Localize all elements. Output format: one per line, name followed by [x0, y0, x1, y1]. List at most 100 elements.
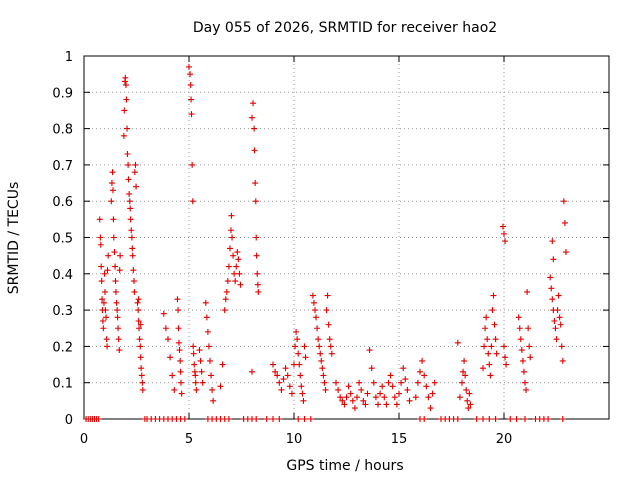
data-point	[372, 394, 379, 401]
data-point	[393, 401, 400, 408]
data-point	[548, 285, 555, 292]
data-point	[115, 325, 122, 332]
data-point	[483, 314, 490, 321]
data-point	[160, 310, 167, 317]
data-point	[135, 317, 142, 324]
data-point	[307, 416, 314, 422]
data-point	[404, 386, 411, 393]
data-point	[360, 397, 367, 404]
data-point	[400, 365, 407, 372]
data-point	[301, 416, 308, 422]
data-point	[175, 339, 182, 346]
data-point	[131, 169, 138, 176]
data-point	[396, 390, 402, 397]
data-point	[177, 357, 184, 364]
data-point	[112, 263, 119, 270]
data-point	[251, 147, 258, 154]
data-point	[459, 379, 465, 386]
data-point	[297, 372, 304, 379]
data-point	[231, 270, 238, 277]
data-point	[109, 169, 116, 176]
data-point	[253, 416, 260, 422]
x-tick-label: 0	[80, 432, 88, 447]
data-point	[456, 394, 463, 401]
data-point	[139, 379, 146, 386]
data-point	[481, 343, 488, 350]
data-point	[137, 343, 144, 350]
data-point	[198, 368, 205, 375]
data-point	[391, 394, 398, 401]
data-point	[221, 307, 228, 314]
data-point	[385, 379, 392, 386]
y-tick-label: 0.8	[52, 123, 73, 138]
data-point	[490, 292, 497, 299]
data-point	[335, 386, 342, 393]
data-point	[362, 401, 369, 408]
data-point	[253, 252, 260, 259]
data-point	[276, 379, 283, 386]
data-point	[226, 245, 233, 252]
x-tick-label: 10	[286, 432, 303, 447]
data-point	[316, 343, 323, 350]
data-point	[167, 354, 174, 361]
data-point	[462, 372, 469, 379]
data-point	[354, 394, 360, 401]
data-point	[314, 325, 321, 332]
data-point	[489, 307, 496, 314]
data-point	[236, 270, 243, 277]
data-point	[486, 361, 493, 368]
data-point	[560, 198, 567, 205]
data-point	[254, 281, 261, 288]
data-point	[480, 416, 486, 422]
data-point	[108, 180, 115, 187]
data-point	[225, 263, 232, 270]
data-point	[555, 292, 562, 299]
data-point	[559, 416, 566, 422]
data-point	[193, 386, 200, 393]
data-point	[347, 390, 354, 397]
data-point	[298, 383, 305, 390]
data-point	[95, 416, 102, 422]
data-point	[491, 321, 498, 328]
y-tick-label: 0	[65, 413, 73, 428]
data-point	[280, 376, 287, 383]
grid-lines	[84, 56, 609, 419]
data-point	[128, 227, 135, 234]
data-point	[429, 390, 436, 397]
data-point	[189, 161, 196, 168]
data-point	[98, 278, 105, 285]
data-point	[187, 71, 194, 78]
data-point	[523, 386, 530, 393]
data-point	[520, 368, 527, 375]
data-point	[272, 368, 279, 375]
data-point	[559, 357, 566, 364]
data-point	[296, 361, 303, 368]
data-point	[171, 386, 178, 393]
data-point	[217, 383, 224, 390]
data-point	[427, 405, 434, 412]
data-point	[482, 325, 489, 332]
data-point	[104, 343, 111, 350]
data-point	[96, 216, 103, 223]
data-point	[232, 278, 239, 285]
data-point	[343, 394, 350, 401]
data-point	[284, 372, 291, 379]
data-point	[103, 336, 110, 343]
data-point	[181, 416, 188, 422]
data-point	[421, 416, 428, 422]
data-point	[527, 354, 534, 361]
data-point	[233, 263, 240, 270]
data-point	[126, 190, 133, 197]
data-point	[377, 390, 384, 397]
data-point	[191, 361, 198, 368]
y-tick-label: 0.7	[52, 159, 73, 174]
data-point	[358, 386, 365, 393]
data-point	[322, 386, 329, 393]
data-point	[178, 379, 185, 386]
data-point	[310, 299, 317, 306]
data-point	[129, 245, 136, 252]
data-point	[130, 267, 137, 274]
x-tick-label: 5	[185, 432, 193, 447]
data-point	[292, 343, 299, 350]
